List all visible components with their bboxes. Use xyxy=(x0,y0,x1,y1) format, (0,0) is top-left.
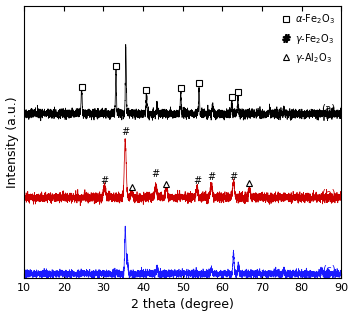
Text: #: # xyxy=(193,176,201,185)
X-axis label: 2 theta (degree): 2 theta (degree) xyxy=(131,298,234,311)
Y-axis label: Intensity (a.u.): Intensity (a.u.) xyxy=(6,96,18,188)
Text: (c): (c) xyxy=(322,264,336,275)
Text: #: # xyxy=(207,172,215,182)
Text: #: # xyxy=(121,127,129,138)
Text: #: # xyxy=(101,176,109,186)
Text: (a): (a) xyxy=(321,103,336,113)
Text: #: # xyxy=(229,172,238,182)
Text: #: # xyxy=(152,169,160,179)
Legend: $\alpha$-Fe$_2$O$_3$, $\gamma$-Fe$_2$O$_3$, $\gamma$-Al$_2$O$_3$: $\alpha$-Fe$_2$O$_3$, $\gamma$-Fe$_2$O$_… xyxy=(279,10,337,67)
Text: (b): (b) xyxy=(321,188,336,198)
